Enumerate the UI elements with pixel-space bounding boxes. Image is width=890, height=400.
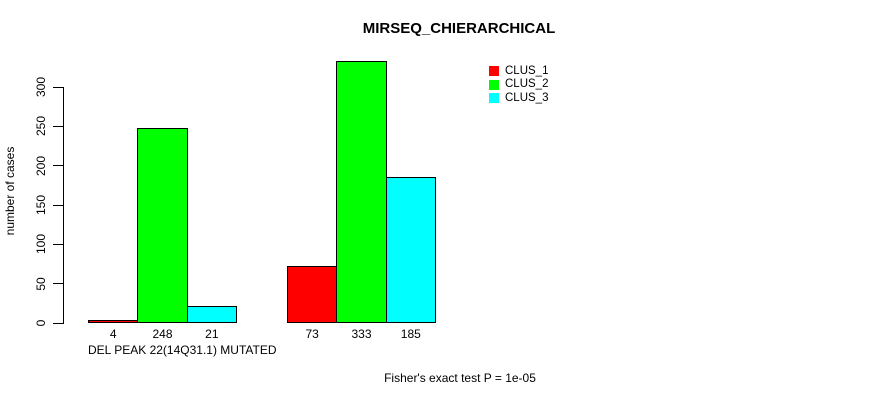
y-axis-tick bbox=[53, 86, 63, 88]
y-axis-line bbox=[63, 87, 64, 324]
bar-value-label: 73 bbox=[305, 327, 319, 341]
x-axis-group-label: DEL PEAK 22(14Q31.1) MUTATED bbox=[88, 343, 277, 357]
bar-value-label: 248 bbox=[152, 327, 173, 341]
legend-swatch-clus-2 bbox=[489, 79, 499, 90]
bar-value-label: 4 bbox=[109, 327, 117, 341]
legend-swatch-clus-1 bbox=[489, 66, 499, 76]
y-axis-tick-label: 0 bbox=[34, 319, 48, 327]
fisher-test-note: Fisher's exact test P = 1e-05 bbox=[384, 371, 536, 385]
y-axis-tick-label: 50 bbox=[34, 276, 48, 291]
y-axis-tick bbox=[53, 165, 63, 167]
chart-title: MIRSEQ_CHIERARCHICAL bbox=[362, 20, 556, 37]
y-axis-tick bbox=[53, 322, 63, 324]
bar-value-label: 185 bbox=[400, 327, 421, 341]
y-axis-tick bbox=[53, 204, 63, 206]
y-axis-tick bbox=[53, 243, 63, 245]
bar-value-label: 21 bbox=[205, 327, 219, 341]
y-axis-tick-label: 200 bbox=[34, 155, 48, 176]
legend-label: CLUS_3 bbox=[505, 91, 549, 104]
y-axis-tick bbox=[53, 125, 63, 127]
bar-clus-1-group-2 bbox=[287, 265, 338, 323]
y-axis-label: number of cases bbox=[3, 146, 17, 236]
bar-value-label: 333 bbox=[351, 327, 372, 341]
legend-label: CLUS_1 bbox=[505, 64, 549, 77]
bar-clus-1-group-1 bbox=[88, 319, 139, 323]
legend-label: CLUS_2 bbox=[505, 78, 549, 90]
bar-clus-3-group-1 bbox=[186, 306, 237, 323]
legend-swatch-clus-3 bbox=[489, 93, 499, 103]
y-axis-tick-label: 100 bbox=[34, 234, 48, 255]
y-axis-tick-label: 250 bbox=[34, 116, 48, 137]
bar-clus-3-group-2 bbox=[385, 177, 436, 323]
y-axis-tick bbox=[53, 283, 63, 285]
y-axis-tick-label: 300 bbox=[34, 76, 48, 98]
y-axis-tick-label: 150 bbox=[34, 194, 48, 216]
bar-clus-2-group-1 bbox=[137, 127, 188, 323]
bar-clus-2-group-2 bbox=[336, 61, 387, 323]
